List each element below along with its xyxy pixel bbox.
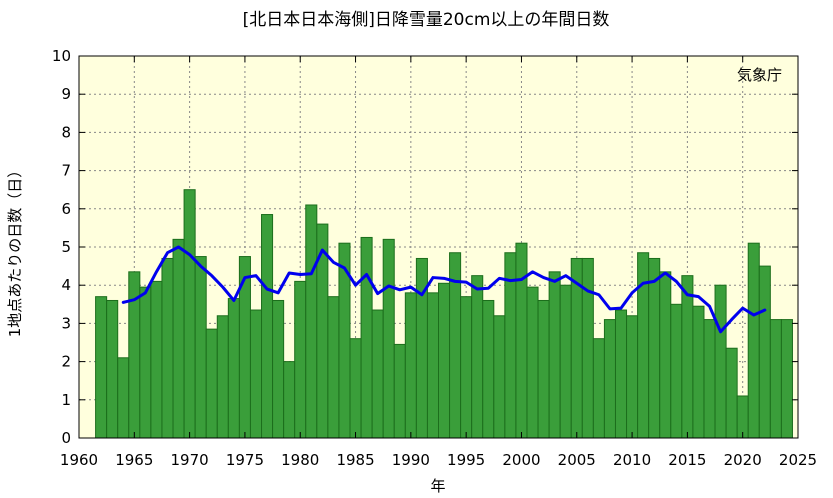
bar-2011	[637, 252, 650, 439]
bar-2003	[548, 271, 561, 439]
bar-2009	[614, 309, 628, 439]
chart-title: [北日本日本海側]日降雪量20cm以上の年間日数	[243, 10, 610, 30]
bar-2018	[714, 284, 727, 439]
bar-1968	[161, 257, 174, 439]
bar-1995	[460, 296, 473, 439]
bar-2021	[747, 242, 760, 439]
bar-1962	[95, 296, 108, 439]
bar-2004	[559, 284, 572, 439]
bar-1969	[172, 238, 185, 439]
bar-1966	[139, 286, 152, 439]
bars	[95, 189, 793, 439]
bar-1963	[106, 299, 119, 439]
bar-1988	[382, 238, 395, 439]
bar-1991	[415, 257, 428, 439]
bar-1971	[194, 256, 207, 439]
y-tick-label: 3	[61, 314, 71, 332]
bar-2012	[648, 257, 661, 439]
y-tick-label: 7	[61, 162, 71, 180]
bar-1983	[327, 296, 340, 439]
bar-2016	[692, 305, 705, 439]
bar-2013	[659, 271, 672, 439]
bar-2015	[681, 275, 694, 439]
y-tick-label: 9	[61, 85, 71, 103]
y-axis-label: 1地点あたりの日数（日）	[6, 163, 24, 338]
bar-2010	[626, 315, 639, 439]
bar-2017	[703, 319, 716, 439]
y-tick-label: 5	[61, 238, 71, 256]
x-tick-label: 2000	[502, 451, 540, 469]
y-tick-label: 6	[61, 200, 71, 218]
bar-1977	[261, 214, 274, 439]
credit-label: 気象庁	[737, 66, 782, 84]
ticks	[78, 55, 799, 439]
y-tick-label: 10	[52, 47, 71, 65]
x-tick-label: 1960	[60, 451, 98, 469]
x-tick-label: 1975	[226, 451, 264, 469]
y-tick-labels: 0 1 2 3 4 5 6 7 8 9 10	[52, 47, 71, 447]
bar-1964	[117, 357, 130, 439]
bar-2002	[537, 299, 550, 439]
x-tick-labels: 1960 1965 1970 1975 1980 1985 1990 1995 2000 2005…	[60, 451, 817, 469]
bar-1996	[471, 275, 484, 439]
bar-1979	[283, 361, 296, 439]
bar-2022	[758, 265, 771, 439]
y-tick-label: 8	[61, 123, 71, 141]
bar-1981	[305, 204, 318, 439]
x-tick-label: 2020	[724, 451, 762, 469]
bar-2000	[515, 242, 528, 439]
y-tick-label: 0	[61, 429, 71, 447]
bar-2008	[603, 319, 616, 439]
bar-1990	[404, 292, 417, 439]
bar-1976	[249, 309, 263, 439]
bar-1985	[349, 338, 362, 439]
bar-2007	[592, 338, 605, 439]
bar-1978	[272, 299, 285, 439]
bar-1986	[360, 236, 373, 439]
x-tick-label: 2015	[668, 451, 706, 469]
x-tick-label: 1970	[171, 451, 209, 469]
bar-2023	[769, 319, 782, 439]
y-tick-label: 2	[61, 353, 71, 371]
bar-1967	[150, 280, 163, 439]
x-tick-label: 1985	[336, 451, 374, 469]
bar-1989	[393, 343, 406, 439]
x-tick-label: 1965	[115, 451, 153, 469]
bar-1974	[227, 298, 240, 439]
bar-1997	[482, 299, 495, 439]
bar-1973	[216, 315, 229, 439]
x-axis-label: 年	[430, 477, 445, 495]
bar-1993	[438, 282, 451, 439]
bar-2020	[736, 395, 749, 439]
x-tick-label: 1995	[447, 451, 485, 469]
x-tick-label: 1990	[392, 451, 430, 469]
bar-2019	[725, 347, 738, 439]
bar-2001	[526, 286, 539, 439]
bar-1987	[371, 309, 384, 439]
bar-1992	[426, 292, 440, 439]
moving-average-line	[121, 245, 767, 334]
bar-2024	[780, 319, 793, 439]
bar-2014	[670, 303, 683, 439]
y-tick-label: 4	[61, 276, 71, 294]
bar-1980	[294, 280, 307, 439]
x-tick-label: 1980	[281, 451, 319, 469]
x-tick-label: 2005	[558, 451, 596, 469]
x-tick-label: 2010	[613, 451, 651, 469]
x-tick-label: 2025	[779, 451, 817, 469]
bar-1998	[493, 315, 506, 439]
bar-2006	[581, 257, 594, 439]
bar-1970	[183, 189, 196, 439]
y-tick-label: 1	[61, 391, 71, 409]
bar-1972	[205, 328, 218, 439]
